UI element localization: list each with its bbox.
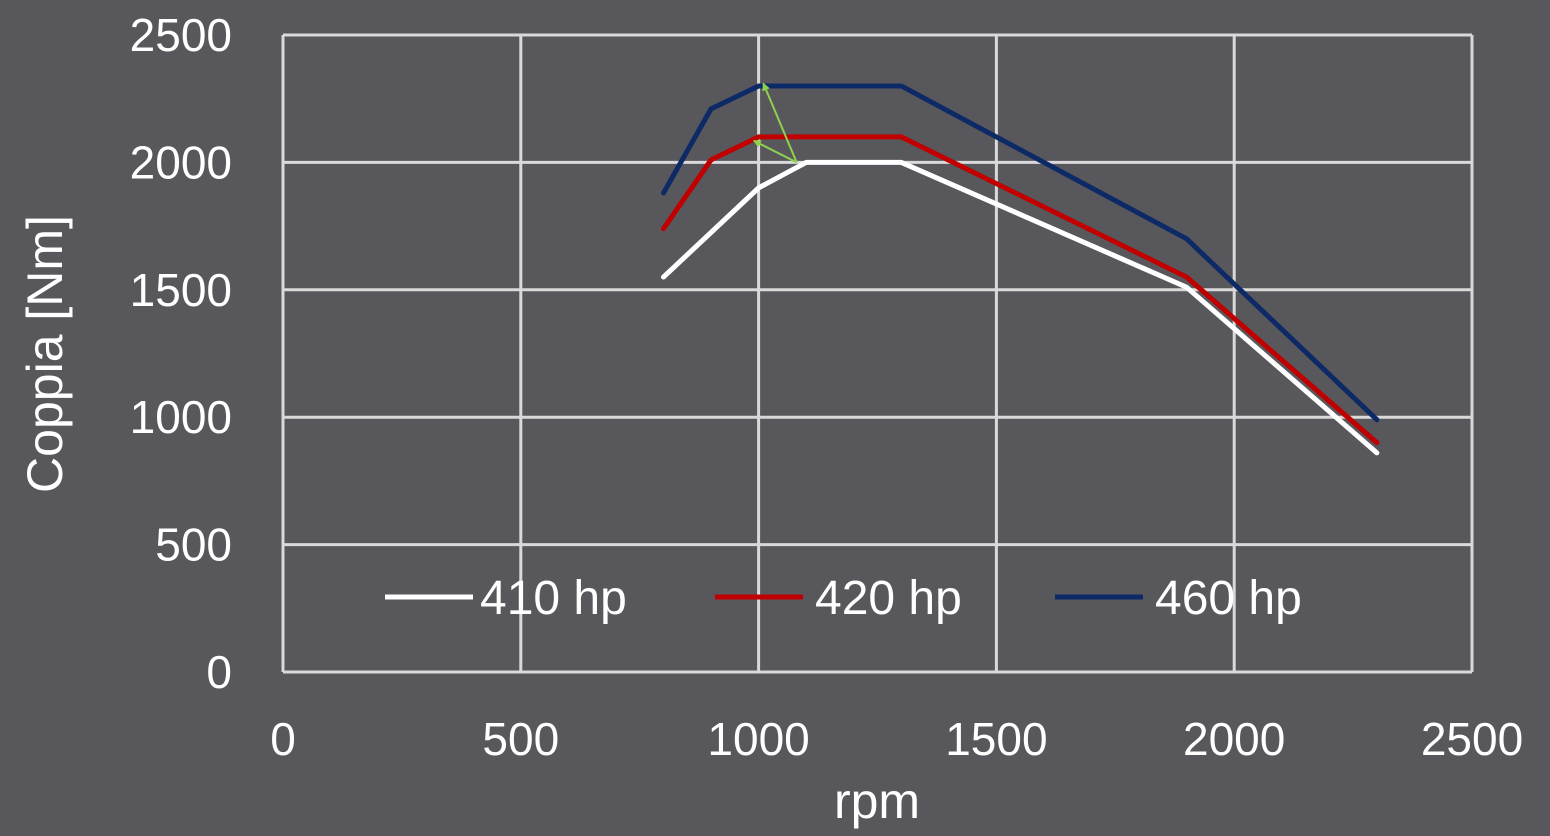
annotation-arrow	[752, 139, 798, 164]
y-tick-label: 2500	[130, 9, 232, 61]
y-tick-label: 0	[206, 646, 232, 698]
tick-labels: 0 500 1000 1500 2000 2500 0 500 1000 1500 2000 2500	[130, 9, 1524, 765]
x-tick-label: 1000	[707, 713, 809, 765]
series-line-420-hp	[660, 134, 1380, 446]
series-line-460-hp	[660, 83, 1380, 423]
x-tick-label: 0	[270, 713, 296, 765]
series-line-410-hp	[660, 159, 1380, 456]
y-tick-label: 500	[155, 519, 232, 571]
y-tick-label: 1000	[130, 391, 232, 443]
x-tick-label: 2500	[1421, 713, 1523, 765]
y-axis-title: Coppia [Nm]	[17, 215, 73, 493]
legend-label: 420 hp	[815, 572, 962, 625]
annotations	[752, 82, 798, 164]
x-tick-label: 1500	[945, 713, 1047, 765]
annotation-arrow	[762, 82, 798, 163]
x-tick-label: 500	[482, 713, 559, 765]
legend-label: 460 hp	[1155, 572, 1302, 625]
series-lines	[660, 83, 1380, 456]
legend: 410 hp 420 hp 460 hp	[385, 572, 1302, 625]
x-axis-title: rpm	[834, 773, 920, 829]
legend-label: 410 hp	[480, 572, 627, 625]
y-tick-label: 1500	[130, 264, 232, 316]
y-tick-label: 2000	[130, 136, 232, 188]
x-tick-label: 2000	[1183, 713, 1285, 765]
